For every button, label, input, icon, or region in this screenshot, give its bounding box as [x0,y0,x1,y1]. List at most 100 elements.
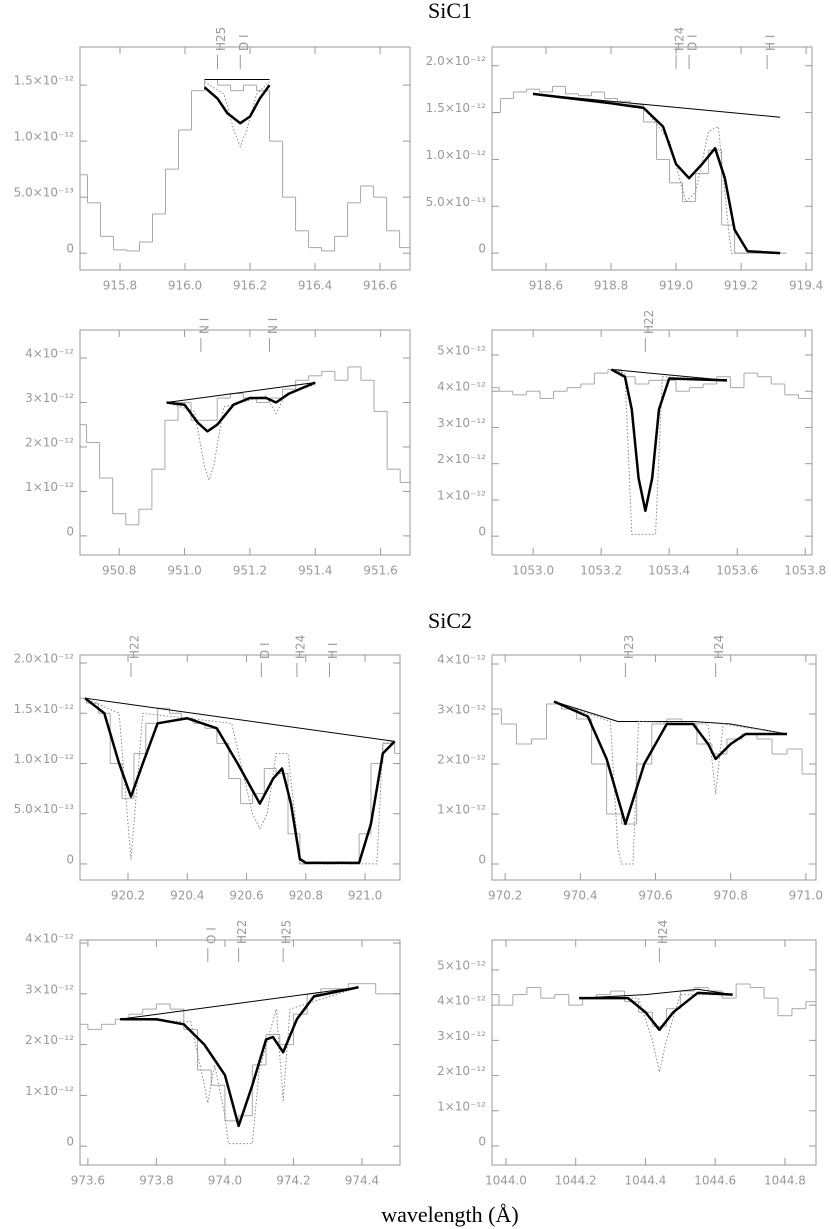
line-marker-label: D I [237,34,251,51]
y-tick-label: 1×10⁻¹² [437,803,486,817]
y-tick-label: 1.5×10⁻¹² [14,702,75,716]
y-tick-label: 2×10⁻¹² [437,1064,486,1078]
x-tick-label: 919.4 [789,279,823,293]
plot-area [492,700,816,865]
x-tick-label: 921.0 [348,889,382,903]
fit-curve [579,991,733,1032]
y-tick-label: 5×10⁻¹² [437,344,486,358]
fit-curve [120,986,359,1128]
x-tick-label: 918.8 [594,279,628,293]
x-tick-label: 973.6 [71,1174,105,1188]
panel-title: SiC1 [428,0,472,23]
x-tick-label: 951.6 [363,564,397,578]
y-tick-label: 4×10⁻¹² [25,347,74,361]
x-tick-label: 1044.0 [485,1174,527,1188]
y-tick-label: 2×10⁻¹² [25,1033,74,1047]
y-tick-label: 0 [478,1134,486,1148]
x-tick-label: 919.0 [659,279,693,293]
x-tick-label: 1053.4 [648,564,690,578]
model-curve [643,107,748,254]
continuum-line [120,986,359,1020]
y-tick-label: 3×10⁻¹² [437,703,486,717]
line-marker-label: H24 [712,635,726,659]
x-tick-label: 920.6 [229,889,263,903]
x-tick-label: 974.0 [208,1174,242,1188]
plot-area [492,368,812,535]
x-tick-label: 916.0 [168,279,202,293]
y-tick-label: 4×10⁻¹² [25,932,74,946]
line-marker-label: H22 [235,920,249,944]
model-curve [84,697,395,865]
y-tick-label: 1.0×10⁻¹² [426,148,487,162]
y-tick-label: 1.0×10⁻¹² [14,130,75,144]
line-marker-label: H23 [622,635,636,659]
y-tick-label: 1.5×10⁻¹² [426,101,487,115]
y-tick-label: 1×10⁻¹² [25,480,74,494]
axes-frame [79,939,401,1166]
line-marker-label: H22 [642,310,656,334]
x-tick-label: 920.4 [170,889,204,903]
x-tick-label: 1053.2 [580,564,622,578]
y-tick-label: 2×10⁻¹² [437,753,486,767]
y-tick-label: 0 [66,852,74,866]
fit-curve [84,697,396,865]
x-tick-label: 919.2 [724,279,758,293]
model-curve [579,994,733,1073]
y-tick-label: 3×10⁻¹² [25,391,74,405]
x-tick-label: 916.4 [298,279,332,293]
x-tick-label: 1044.8 [764,1174,806,1188]
y-tick-label: 3×10⁻¹² [437,416,486,430]
x-tick-label: 974.4 [345,1174,379,1188]
line-marker-label: N I [197,318,211,334]
axes-frame [491,939,817,1166]
y-tick-label: 0 [66,242,74,256]
plot-area [80,983,400,1145]
y-tick-label: 0 [66,524,74,538]
axes-frame [79,654,401,881]
fit-curve [553,700,788,826]
x-tick-label: 916.6 [363,279,397,293]
y-tick-label: 2.0×10⁻¹² [14,652,75,666]
x-tick-label: 970.6 [638,889,672,903]
continuum-line [553,701,788,735]
x-axis-label: wavelength (Å) [381,1202,518,1227]
y-tick-label: 3×10⁻¹² [437,1029,486,1043]
y-tick-label: 5.0×10⁻¹³ [14,186,75,200]
fit-curve [610,368,728,513]
line-marker-label: O I [204,927,218,944]
x-tick-label: 951.4 [298,564,332,578]
line-marker-label: H24 [293,635,307,659]
line-marker-label: D I [686,34,700,51]
line-marker-label: H24 [656,920,670,944]
y-tick-label: 2×10⁻¹² [437,452,486,466]
fit-curve [203,84,271,125]
y-tick-label: 0 [478,242,486,256]
line-marker-label: N I [266,318,280,334]
x-tick-label: 1053.8 [784,564,826,578]
plot-area [492,983,816,1073]
y-tick-label: 1.0×10⁻¹² [14,752,75,766]
x-tick-label: 1044.4 [624,1174,666,1188]
axes-frame [79,329,411,556]
continuum-line [579,988,733,999]
y-tick-label: 3×10⁻¹² [25,982,74,996]
line-marker-label: H25 [280,920,294,944]
y-tick-label: 5.0×10⁻¹³ [426,195,487,209]
y-tick-label: 0 [478,525,486,539]
y-tick-label: 4×10⁻¹² [437,653,486,667]
model-curve [204,81,270,148]
plot-area [80,78,410,252]
x-tick-label: 970.2 [488,889,522,903]
x-tick-label: 1053.6 [716,564,758,578]
y-tick-label: 5.0×10⁻¹³ [14,802,75,816]
x-tick-label: 920.2 [111,889,145,903]
y-tick-label: 2.0×10⁻¹² [426,54,487,68]
x-tick-label: 970.4 [563,889,597,903]
x-tick-label: 1053.0 [512,564,554,578]
y-tick-label: 1.5×10⁻¹² [14,74,75,88]
line-marker-label: H I [326,643,340,659]
x-tick-label: 951.2 [233,564,267,578]
x-tick-label: 920.8 [289,889,323,903]
